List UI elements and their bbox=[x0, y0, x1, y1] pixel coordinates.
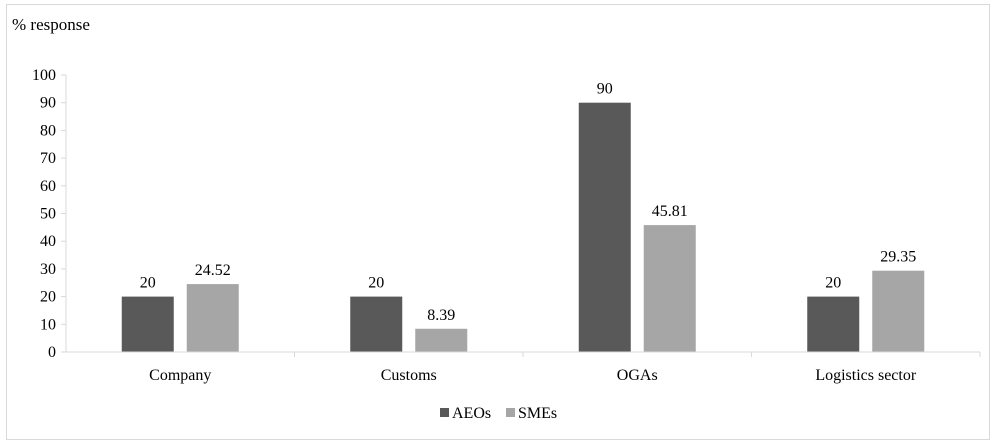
legend: AEOs SMEs bbox=[440, 405, 557, 422]
y-tick-label: 90 bbox=[40, 95, 56, 112]
y-tick-label: 40 bbox=[40, 233, 56, 250]
y-axis-title: % response bbox=[12, 15, 90, 34]
bar-smes-ogas bbox=[643, 225, 696, 352]
x-axis: Company Customs OGAs Logistics sector bbox=[66, 351, 981, 384]
bar-aeos-ogas bbox=[578, 102, 631, 352]
y-tick-label: 50 bbox=[40, 206, 56, 223]
y-tick-label: 0 bbox=[48, 344, 56, 361]
bar-smes-company bbox=[186, 284, 239, 352]
category-label: Logistics sector bbox=[815, 367, 917, 384]
bar-aeos-logistics-sector bbox=[807, 296, 860, 352]
y-tick-label: 20 bbox=[40, 289, 56, 306]
y-tick-label: 70 bbox=[40, 150, 56, 167]
bars: 20 24.52 20 8.39 90 45.81 20 29.35 bbox=[121, 81, 925, 352]
data-label: 90 bbox=[597, 81, 613, 98]
data-label: 20 bbox=[140, 275, 156, 292]
y-tick-label: 100 bbox=[32, 67, 56, 84]
bar-aeos-company bbox=[121, 296, 174, 352]
legend-swatch-smes bbox=[506, 408, 515, 417]
chart-frame bbox=[6, 4, 990, 440]
data-label: 8.39 bbox=[427, 307, 455, 324]
y-axis: 0 10 20 30 40 50 60 70 80 90 100 bbox=[32, 67, 67, 361]
bar-smes-customs bbox=[415, 328, 468, 352]
category-label: Customs bbox=[381, 367, 437, 384]
y-tick-label: 60 bbox=[40, 178, 56, 195]
y-tick-label: 80 bbox=[40, 122, 56, 139]
legend-swatch-aeos bbox=[440, 408, 449, 417]
y-tick-label: 10 bbox=[40, 316, 56, 333]
bar-aeos-customs bbox=[350, 296, 403, 352]
bar-smes-logistics-sector bbox=[872, 270, 925, 352]
category-label: Company bbox=[149, 367, 211, 384]
data-label: 29.35 bbox=[880, 249, 916, 266]
y-tick-label: 30 bbox=[40, 261, 56, 278]
legend-label-aeos: AEOs bbox=[452, 405, 491, 422]
data-label: 24.52 bbox=[195, 262, 231, 279]
data-label: 20 bbox=[825, 275, 841, 292]
category-label: OGAs bbox=[617, 367, 658, 384]
data-label: 45.81 bbox=[652, 203, 688, 220]
data-label: 20 bbox=[368, 275, 384, 292]
legend-label-smes: SMEs bbox=[518, 405, 557, 422]
